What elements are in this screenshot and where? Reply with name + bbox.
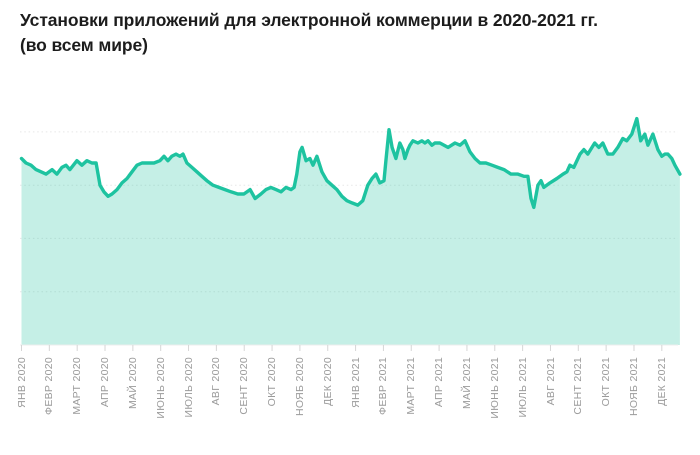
- chart-title: Установки приложений для электронной ком…: [20, 10, 598, 30]
- chart-header: Установки приложений для электронной ком…: [20, 8, 686, 58]
- series-line: [19, 116, 682, 210]
- area-chart-plot: [19, 116, 682, 351]
- chart-subtitle: (во всем мире): [20, 34, 148, 55]
